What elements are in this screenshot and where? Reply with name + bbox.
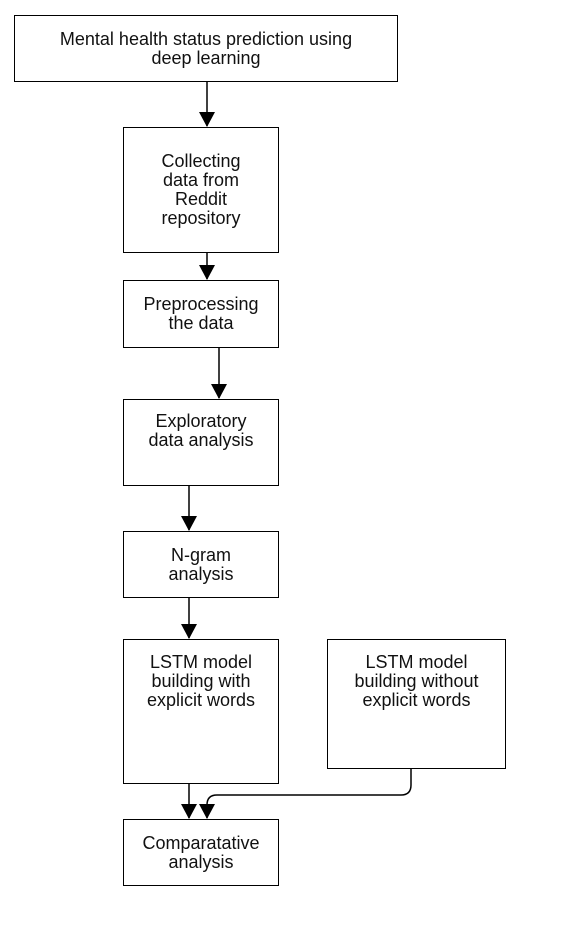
node-lstm-without-explicit: LSTM model building without explicit wor… bbox=[327, 639, 506, 769]
arrow-lstm-no-explicit-to-compare bbox=[206, 769, 412, 818]
node-ngram-analysis: N-gram analysis bbox=[123, 531, 279, 598]
node-collecting-data: Collecting data from Reddit repository bbox=[123, 127, 279, 253]
node-exploratory-analysis: Exploratory data analysis bbox=[123, 399, 279, 486]
node-lstm-with-explicit: LSTM model building with explicit words bbox=[123, 639, 279, 784]
arrowhead-collect-to-preprocess bbox=[199, 265, 215, 280]
arrowhead-root-to-collect bbox=[199, 112, 215, 127]
node-mental-health-prediction: Mental health status prediction using de… bbox=[14, 15, 398, 82]
arrowhead-eda-to-ngram bbox=[181, 516, 197, 531]
arrowhead-ngram-to-lstm-explicit bbox=[181, 624, 197, 639]
node-comparative-analysis: Comparatative analysis bbox=[123, 819, 279, 886]
arrowhead-lstm-no-explicit-to-compare bbox=[199, 804, 215, 819]
node-preprocessing: Preprocessing the data bbox=[123, 280, 279, 348]
arrowhead-preprocess-to-eda bbox=[211, 384, 227, 399]
arrowhead-lstm-explicit-to-compare bbox=[181, 804, 197, 819]
